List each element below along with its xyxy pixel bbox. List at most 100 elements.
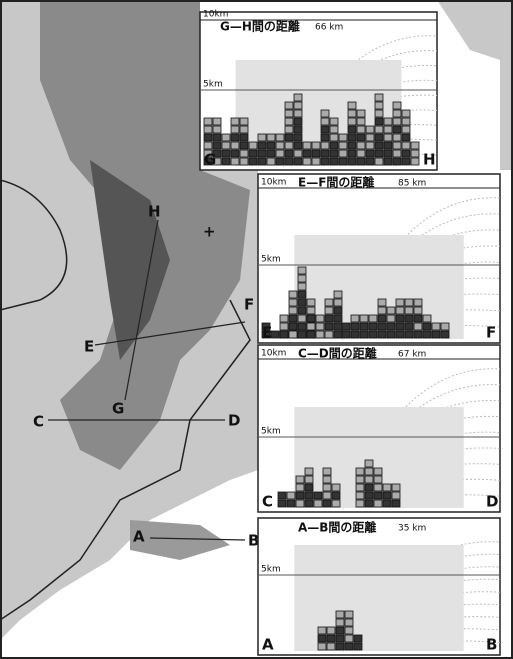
echo-cell	[267, 142, 275, 149]
echo-cell	[348, 118, 356, 125]
echo-cell	[258, 150, 266, 157]
echo-cell	[336, 611, 344, 618]
echo-cell	[240, 126, 248, 133]
echo-cell	[330, 126, 338, 133]
map-label: E	[84, 338, 94, 356]
echo-cell	[345, 619, 353, 626]
echo-cell	[387, 331, 395, 338]
echo-cell	[345, 643, 353, 650]
echo-cell	[325, 307, 333, 314]
echo-cell	[222, 142, 230, 149]
end-label: F	[486, 324, 496, 342]
echo-cell	[411, 142, 419, 149]
echo-cell	[285, 102, 293, 109]
echo-cell	[357, 142, 365, 149]
echo-cell	[298, 323, 306, 330]
echo-cell	[280, 315, 288, 322]
echo-cell	[307, 315, 315, 322]
map-label: C	[33, 413, 44, 431]
echo-cell	[357, 110, 365, 117]
echo-cell	[357, 118, 365, 125]
echo-cell	[287, 500, 295, 507]
echo-cell	[384, 134, 392, 141]
echo-cell	[334, 323, 342, 330]
echo-cell	[366, 150, 374, 157]
echo-cell	[375, 102, 383, 109]
echo-cell	[321, 158, 329, 165]
echo-cell	[356, 484, 364, 491]
echo-cell	[375, 134, 383, 141]
echo-cell	[213, 126, 221, 133]
echo-cell	[360, 331, 368, 338]
echo-cell	[330, 158, 338, 165]
echo-cell	[365, 460, 373, 467]
echo-cell	[393, 158, 401, 165]
echo-cell	[402, 158, 410, 165]
echo-cell	[318, 627, 326, 634]
echo-cell	[325, 331, 333, 338]
echo-cell	[348, 142, 356, 149]
echo-cell	[375, 126, 383, 133]
echo-cell	[231, 158, 239, 165]
echo-cell	[396, 323, 404, 330]
echo-cell	[334, 315, 342, 322]
echo-cell	[316, 331, 324, 338]
echo-cell	[305, 492, 313, 499]
echo-cell	[375, 110, 383, 117]
scale-label: 10km	[203, 10, 228, 20]
echo-cell	[222, 134, 230, 141]
echo-cell	[369, 315, 377, 322]
echo-cell	[305, 484, 313, 491]
echo-cell	[314, 500, 322, 507]
echo-cell	[298, 283, 306, 290]
echo-cell	[402, 150, 410, 157]
echo-cell	[289, 291, 297, 298]
echo-cell	[336, 643, 344, 650]
echo-cell	[330, 142, 338, 149]
echo-cell	[318, 635, 326, 642]
echo-cell	[298, 331, 306, 338]
echo-cell	[423, 323, 431, 330]
end-label: H	[423, 151, 436, 169]
echo-cell	[298, 307, 306, 314]
end-label: A	[262, 636, 274, 654]
echo-cell	[285, 142, 293, 149]
echo-cell	[249, 142, 257, 149]
echo-cell	[222, 158, 230, 165]
distance: 35 km	[398, 524, 426, 534]
map-label: G	[112, 400, 124, 418]
echo-cell	[351, 315, 359, 322]
echo-cell	[213, 118, 221, 125]
scale-label: 10km	[261, 349, 286, 359]
echo-cell	[387, 315, 395, 322]
echo-cell	[374, 484, 382, 491]
echo-cell	[374, 492, 382, 499]
echo-cell	[305, 500, 313, 507]
figure: H + F E C G D A B 10km5kmG—H間の距離66 kmGH1…	[0, 0, 513, 659]
echo-cell	[289, 315, 297, 322]
echo-cell	[204, 134, 212, 141]
echo-cell	[432, 331, 440, 338]
echo-cell	[289, 323, 297, 330]
echo-cell	[378, 307, 386, 314]
echo-cell	[339, 150, 347, 157]
echo-cell	[285, 150, 293, 157]
echo-cell	[204, 142, 212, 149]
echo-cell	[289, 307, 297, 314]
echo-cell	[298, 275, 306, 282]
echo-cell	[321, 142, 329, 149]
echo-cell	[345, 635, 353, 642]
echo-cell	[323, 500, 331, 507]
echo-cell	[249, 150, 257, 157]
echo-cell	[303, 142, 311, 149]
echo-cell	[365, 492, 373, 499]
echo-cell	[411, 150, 419, 157]
echo-cell	[330, 118, 338, 125]
echo-cell	[354, 643, 362, 650]
scale-label: 5km	[261, 255, 281, 265]
echo-cell	[285, 126, 293, 133]
echo-cell	[325, 323, 333, 330]
panel-title: A—B間の距離	[298, 520, 376, 535]
echo-cell	[204, 118, 212, 125]
echo-cell	[369, 323, 377, 330]
